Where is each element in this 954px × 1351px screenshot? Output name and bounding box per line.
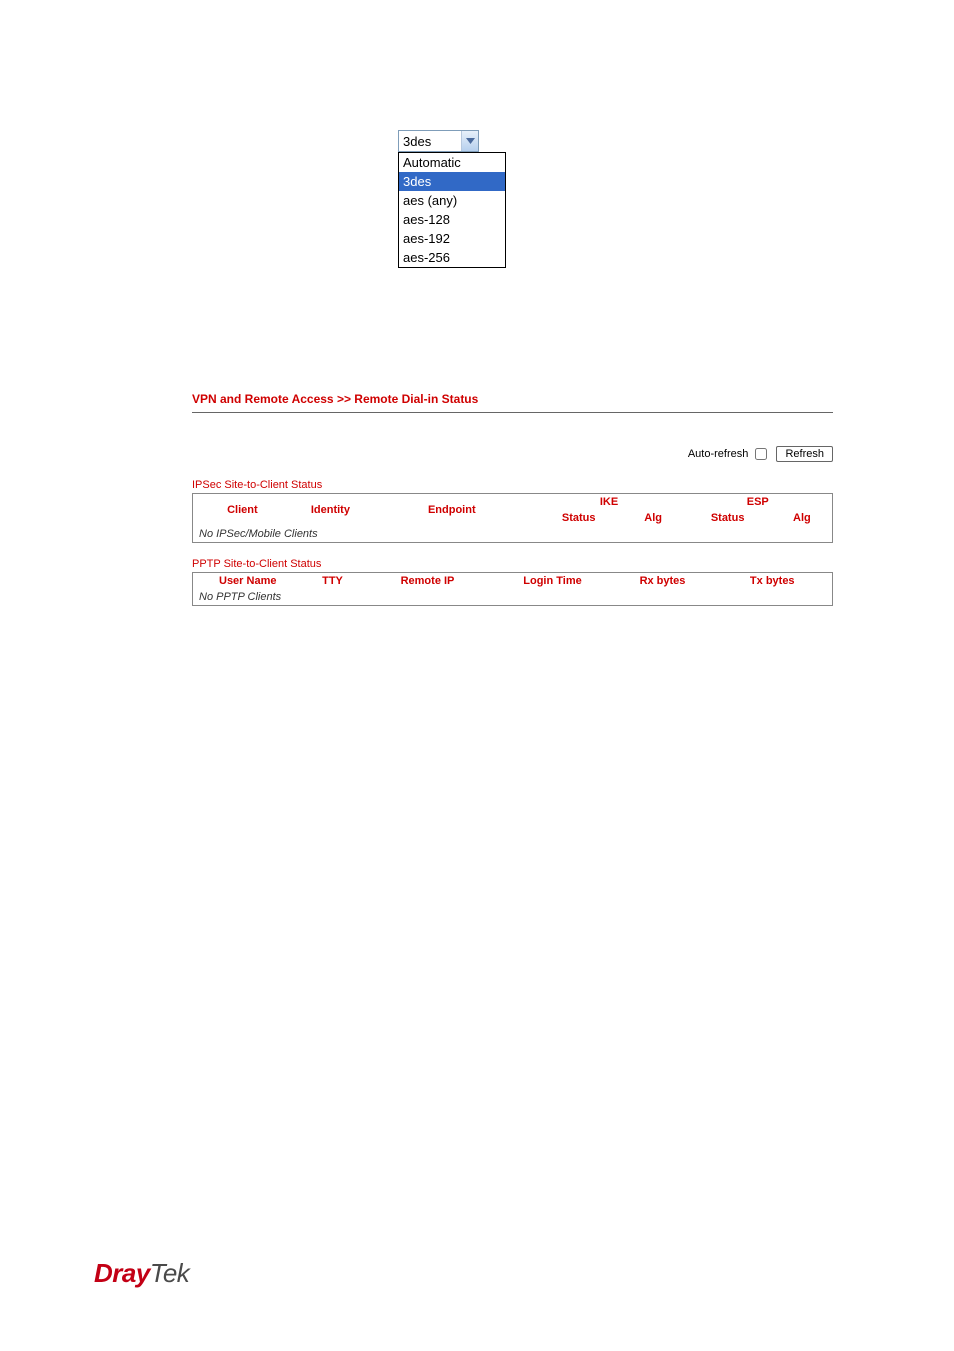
refresh-controls: Auto-refresh Refresh: [192, 446, 833, 462]
ipsec-section: IPSec Site-to-Client Status Client Ident…: [192, 479, 833, 543]
col-tx-bytes: Tx bytes: [713, 573, 833, 590]
encryption-dropdown: 3des Automatic 3des aes (any) aes-128 ae…: [398, 130, 514, 268]
auto-refresh-label: Auto-refresh: [688, 448, 749, 460]
col-username: User Name: [193, 573, 303, 590]
col-esp-alg: Alg: [772, 510, 833, 526]
breadcrumb: VPN and Remote Access >> Remote Dial-in …: [192, 392, 833, 413]
col-group-ike: IKE: [535, 494, 684, 511]
chevron-down-icon[interactable]: [461, 131, 478, 151]
pptp-empty-message: No PPTP Clients: [193, 589, 833, 606]
col-tty: TTY: [303, 573, 363, 590]
pptp-section: PPTP Site-to-Client Status User Name TTY…: [192, 558, 833, 606]
col-client: Client: [193, 494, 292, 527]
ipsec-section-title: IPSec Site-to-Client Status: [192, 479, 833, 493]
encryption-option[interactable]: aes-128: [399, 210, 505, 229]
col-group-esp: ESP: [684, 494, 833, 511]
col-identity: Identity: [292, 494, 369, 527]
encryption-option-list: Automatic 3des aes (any) aes-128 aes-192…: [398, 152, 506, 268]
logo-part-2: Tek: [150, 1258, 189, 1288]
col-remote-ip: Remote IP: [363, 573, 493, 590]
refresh-button[interactable]: Refresh: [776, 446, 833, 462]
pptp-section-title: PPTP Site-to-Client Status: [192, 558, 833, 572]
auto-refresh-checkbox[interactable]: [755, 448, 767, 460]
pptp-table: User Name TTY Remote IP Login Time Rx by…: [192, 572, 833, 606]
encryption-select-value: 3des: [403, 134, 431, 149]
col-esp-status: Status: [684, 510, 772, 526]
col-login-time: Login Time: [493, 573, 613, 590]
ipsec-table: Client Identity Endpoint IKE ESP Status …: [192, 493, 833, 543]
ipsec-empty-message: No IPSec/Mobile Clients: [193, 526, 833, 543]
logo-part-1: Dray: [94, 1258, 150, 1288]
encryption-select-box[interactable]: 3des: [398, 130, 479, 152]
encryption-option[interactable]: aes-256: [399, 248, 505, 267]
encryption-option[interactable]: Automatic: [399, 153, 505, 172]
col-ike-alg: Alg: [623, 510, 684, 526]
col-endpoint: Endpoint: [369, 494, 535, 527]
col-rx-bytes: Rx bytes: [613, 573, 713, 590]
encryption-option[interactable]: 3des: [399, 172, 505, 191]
encryption-option[interactable]: aes-192: [399, 229, 505, 248]
draytek-logo: DrayTek: [94, 1258, 189, 1289]
encryption-option[interactable]: aes (any): [399, 191, 505, 210]
col-ike-status: Status: [535, 510, 623, 526]
